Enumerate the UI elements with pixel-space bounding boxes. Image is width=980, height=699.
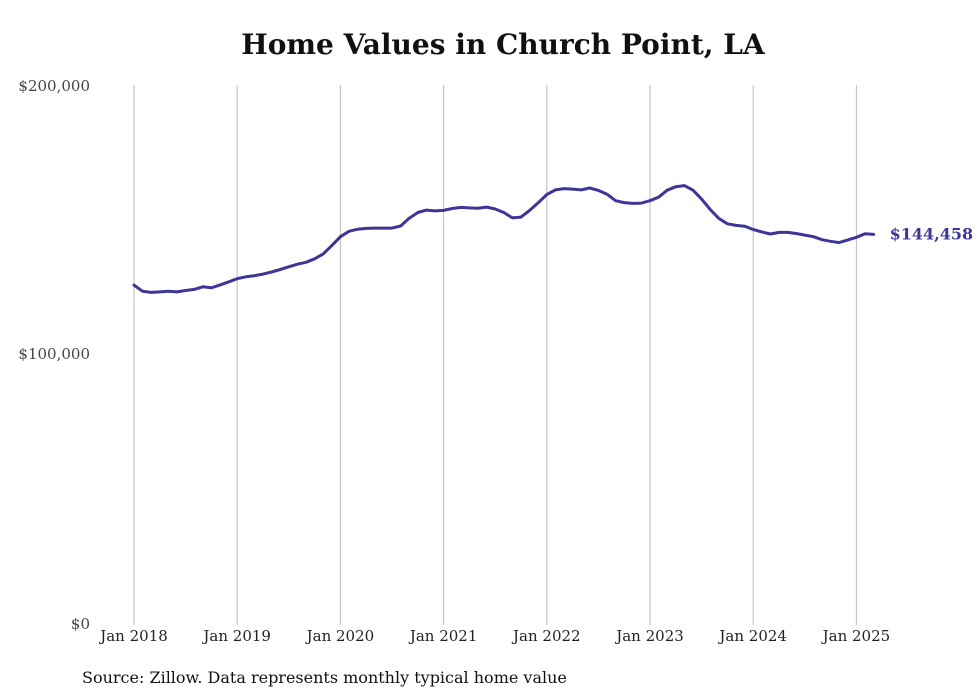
y-tick-label-200000: $200,000 xyxy=(18,77,90,95)
x-tick-label-2025-01: Jan 2025 xyxy=(821,627,891,645)
x-tick-label-2021-01: Jan 2021 xyxy=(408,627,478,645)
y-axis-tick-labels: $0 $100,000 $200,000 xyxy=(18,77,90,633)
y-tick-label-100000: $100,000 xyxy=(18,345,90,363)
x-tick-label-2022-01: Jan 2022 xyxy=(511,627,581,645)
x-tick-label-2020-01: Jan 2020 xyxy=(305,627,375,645)
source-note: Source: Zillow. Data represents monthly … xyxy=(82,668,567,687)
end-label-group: $144,458 xyxy=(890,224,974,243)
x-tick-label-2023-01: Jan 2023 xyxy=(614,627,684,645)
series-line-group xyxy=(132,184,876,294)
x-tick-label-2024-01: Jan 2024 xyxy=(717,627,787,645)
grid-lines xyxy=(133,85,857,625)
x-axis-tick-labels: Jan 2018 Jan 2019 Jan 2020 Jan 2021 Jan 2022… xyxy=(98,627,890,645)
x-tick-label-2018-01: Jan 2018 xyxy=(98,627,168,645)
chart-title: Home Values in Church Point, LA xyxy=(241,28,765,61)
series-line xyxy=(132,184,876,294)
x-tick-label-2019-01: Jan 2019 xyxy=(201,627,271,645)
y-tick-label-0: $0 xyxy=(71,615,90,633)
end-value-label: $144,458 xyxy=(890,224,974,243)
